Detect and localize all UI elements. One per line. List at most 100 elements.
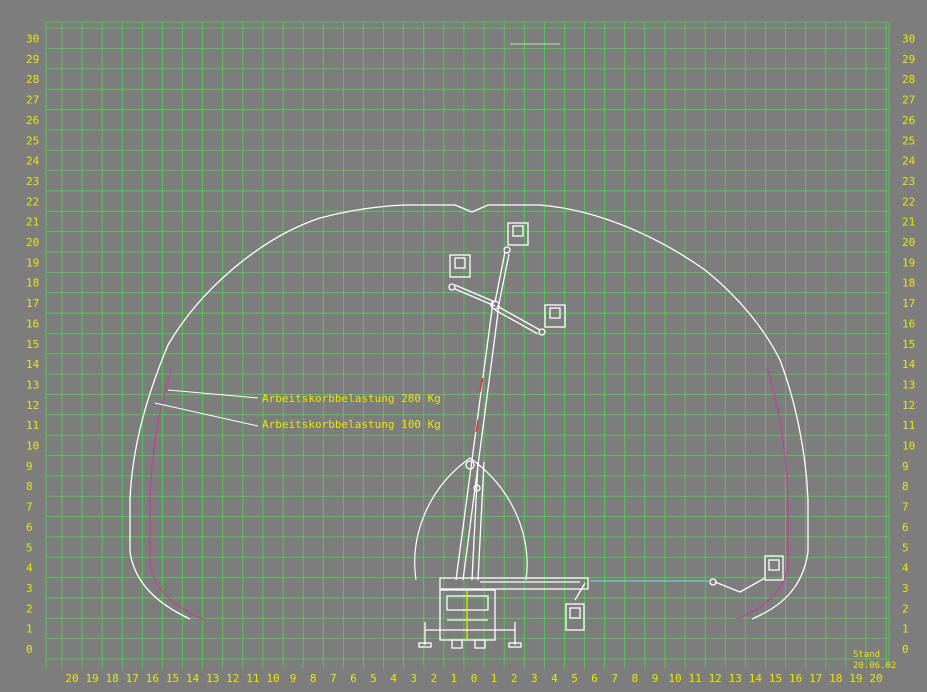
x-axis-tick-label: 8 xyxy=(631,672,638,685)
y-axis-tick-label-right: 25 xyxy=(902,134,915,147)
x-axis-tick-label: 12 xyxy=(709,672,722,685)
stand-label: Stand xyxy=(853,650,880,660)
x-axis-tick-label: 0 xyxy=(471,672,478,685)
x-axis-tick-label: 6 xyxy=(350,672,357,685)
y-axis-tick-label-right: 27 xyxy=(902,94,915,107)
y-axis-tick-label-left: 29 xyxy=(26,53,39,66)
x-axis-tick-label: 10 xyxy=(668,672,681,685)
y-axis-tick-label-left: 28 xyxy=(26,73,39,86)
y-axis-tick-label-right: 7 xyxy=(902,501,909,514)
x-axis-tick-label: 11 xyxy=(688,672,701,685)
x-axis-tick-label: 17 xyxy=(809,672,822,685)
y-axis-tick-label-left: 12 xyxy=(26,399,39,412)
y-axis-tick-label-left: 13 xyxy=(26,378,39,391)
x-axis-tick-label: 9 xyxy=(652,672,659,685)
y-axis-tick-label-left: 3 xyxy=(26,582,33,595)
x-axis-tick-label: 12 xyxy=(226,672,239,685)
x-axis-tick-label: 7 xyxy=(611,672,618,685)
x-axis-tick-label: 20 xyxy=(869,672,882,685)
y-axis-tick-label-left: 27 xyxy=(26,94,39,107)
x-axis-tick-label: 13 xyxy=(206,672,219,685)
y-axis-tick-label-right: 9 xyxy=(902,460,909,473)
x-axis-tick-label: 9 xyxy=(290,672,297,685)
y-axis-tick-label-left: 18 xyxy=(26,277,39,290)
x-axis-tick-label: 5 xyxy=(571,672,578,685)
y-axis-tick-label-left: 16 xyxy=(26,317,39,330)
y-axis-tick-label-left: 10 xyxy=(26,440,39,453)
y-axis-tick-label-right: 4 xyxy=(902,562,909,575)
x-axis-labels: 20 19 18 17 16 15 14 13 12 11 10 9 8 7 6 5 4 3 2 1 0 1 2 3 4 5 6 7 8… xyxy=(65,672,882,685)
y-axis-tick-label-left: 20 xyxy=(26,236,39,249)
y-axis-tick-label-left: 5 xyxy=(26,541,33,554)
x-axis-tick-label: 7 xyxy=(330,672,337,685)
x-axis-tick-label: 4 xyxy=(390,672,397,685)
x-axis-tick-label: 14 xyxy=(749,672,763,685)
y-axis-tick-label-left: 9 xyxy=(26,460,33,473)
x-axis-tick-label: 1 xyxy=(491,672,498,685)
y-axis-tick-label-left: 1 xyxy=(26,623,33,636)
boom-assembly xyxy=(439,222,784,631)
y-axis-tick-label-right: 0 xyxy=(902,643,909,656)
y-axis-tick-label-right: 20 xyxy=(902,236,915,249)
y-axis-tick-label-left: 25 xyxy=(26,134,39,147)
annotation-load-100kg: Arbeitskorbbelastung 100 Kg xyxy=(262,418,441,431)
y-axis-tick-label-right: 26 xyxy=(902,114,915,127)
y-axis-tick-label-left: 14 xyxy=(26,358,40,371)
y-axis-tick-label-left: 7 xyxy=(26,501,33,514)
y-axis-labels-left: 0123456789101112131415161718192021222324… xyxy=(26,33,40,657)
x-axis-tick-label: 1 xyxy=(451,672,458,685)
stand-date: 20.06.02 xyxy=(853,661,896,671)
y-axis-labels-right: 0123456789101112131415161718192021222324… xyxy=(902,33,916,657)
y-axis-tick-label-right: 3 xyxy=(902,582,909,595)
y-axis-tick-label-left: 6 xyxy=(26,521,33,534)
x-axis-tick-label: 20 xyxy=(65,672,78,685)
x-axis-tick-label: 2 xyxy=(511,672,518,685)
y-axis-tick-label-left: 4 xyxy=(26,562,33,575)
x-axis-tick-label: 13 xyxy=(729,672,742,685)
y-axis-tick-label-right: 23 xyxy=(902,175,915,188)
y-axis-tick-label-right: 22 xyxy=(902,195,915,208)
x-axis-tick-label: 10 xyxy=(266,672,279,685)
x-axis-tick-label: 11 xyxy=(246,672,259,685)
x-axis-tick-label: 3 xyxy=(410,672,417,685)
y-axis-tick-label-right: 18 xyxy=(902,277,915,290)
y-axis-tick-label-left: 19 xyxy=(26,256,39,269)
leader-line-100kg xyxy=(154,402,259,427)
x-axis-tick-label: 16 xyxy=(789,672,802,685)
x-axis-tick-label: 18 xyxy=(829,672,842,685)
envelope-inner-280kg-right xyxy=(734,367,789,621)
y-axis-tick-label-right: 16 xyxy=(902,317,915,330)
y-axis-tick-label-left: 22 xyxy=(26,195,39,208)
y-axis-tick-label-left: 26 xyxy=(26,114,39,127)
y-axis-tick-label-left: 21 xyxy=(26,216,39,229)
y-axis-tick-label-right: 30 xyxy=(902,33,915,46)
y-axis-tick-label-left: 0 xyxy=(26,643,33,656)
y-axis-tick-label-left: 23 xyxy=(26,175,39,188)
x-axis-tick-label: 15 xyxy=(166,672,179,685)
x-axis-tick-label: 16 xyxy=(146,672,159,685)
y-axis-tick-label-right: 12 xyxy=(902,399,915,412)
x-axis-tick-label: 5 xyxy=(370,672,377,685)
y-axis-tick-label-right: 2 xyxy=(902,602,909,615)
y-axis-tick-label-right: 6 xyxy=(902,521,909,534)
y-axis-tick-label-right: 11 xyxy=(902,419,915,432)
y-axis-tick-label-left: 2 xyxy=(26,602,33,615)
x-axis-tick-label: 3 xyxy=(531,672,538,685)
envelope-outer-100kg xyxy=(129,204,809,620)
y-axis-tick-label-left: 15 xyxy=(26,338,39,351)
y-axis-tick-label-right: 5 xyxy=(902,541,909,554)
x-axis-tick-label: 19 xyxy=(85,672,98,685)
y-axis-tick-label-left: 30 xyxy=(26,33,39,46)
y-axis-tick-label-right: 29 xyxy=(902,53,915,66)
y-axis-tick-label-right: 8 xyxy=(902,480,909,493)
x-axis-tick-label: 18 xyxy=(106,672,119,685)
envelope-central-lens xyxy=(414,457,528,581)
x-axis-tick-label: 8 xyxy=(310,672,317,685)
y-axis-tick-label-right: 15 xyxy=(902,338,915,351)
y-axis-tick-label-left: 17 xyxy=(26,297,39,310)
y-axis-tick-label-left: 11 xyxy=(26,419,39,432)
y-axis-tick-label-left: 8 xyxy=(26,480,33,493)
